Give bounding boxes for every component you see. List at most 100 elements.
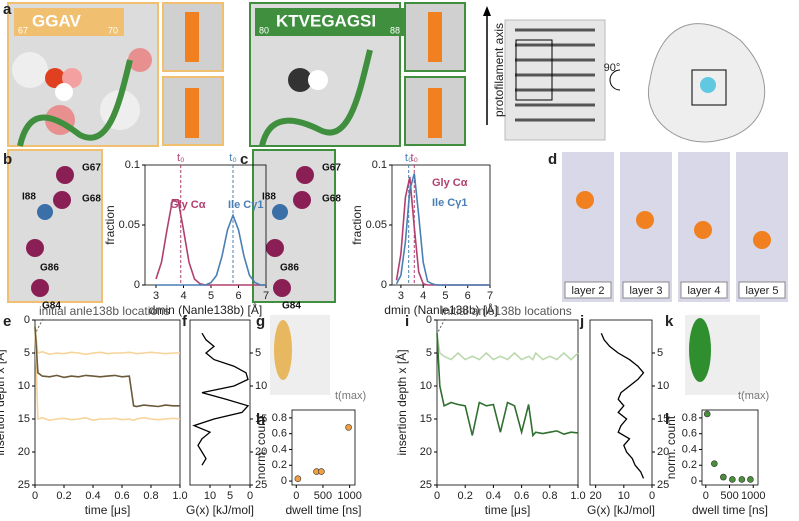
plot-frame bbox=[701, 409, 759, 486]
series-line bbox=[436, 333, 579, 438]
y-tick-label: 0.6 bbox=[682, 428, 697, 440]
plot-frame bbox=[34, 319, 181, 486]
x-axis-label: dwell time [ns] bbox=[285, 503, 361, 517]
threshold-label: t₀ bbox=[229, 152, 237, 164]
x-tick-label: 0.2 bbox=[458, 490, 473, 502]
structure-image bbox=[7, 2, 766, 147]
y-tick-label: 25 bbox=[420, 479, 432, 491]
x-tick-label: 6 bbox=[465, 290, 471, 302]
y-tick-label: 20 bbox=[657, 446, 669, 458]
y-axis-label: fraction bbox=[350, 205, 364, 244]
x-tick-label: 4 bbox=[420, 290, 426, 302]
point bbox=[703, 410, 711, 418]
x-tick-label: 4 bbox=[180, 290, 186, 302]
layer-label: layer 4 bbox=[687, 285, 720, 297]
x-axis-label: G(x) [kJ/mol] bbox=[186, 503, 254, 517]
y-tick-label: 15 bbox=[255, 413, 267, 425]
point bbox=[345, 424, 352, 431]
x-tick-label: 0 bbox=[649, 490, 655, 502]
rotation-label: 90° bbox=[604, 62, 621, 74]
y-tick-label: 15 bbox=[657, 413, 669, 425]
threshold-label: t₀ bbox=[177, 152, 185, 164]
point bbox=[738, 476, 746, 483]
structure-image bbox=[7, 149, 788, 395]
y-tick-label: 10 bbox=[255, 380, 267, 392]
y-tick-label: 5 bbox=[24, 347, 30, 359]
x-tick-label: 500 bbox=[314, 490, 332, 502]
y-tick-label: 0.4 bbox=[272, 443, 287, 455]
y-tick-label: 0.4 bbox=[682, 443, 697, 455]
x-axis-label: time [μs] bbox=[485, 503, 531, 517]
panel-label: l bbox=[665, 411, 669, 428]
threshold-label: t₀ bbox=[405, 152, 413, 164]
y-tick-label: 0 bbox=[381, 279, 387, 291]
motif-start: 80 bbox=[259, 25, 269, 35]
motif-label: KTVEGAGSI bbox=[276, 11, 376, 30]
x-tick-label: 3 bbox=[398, 290, 404, 302]
y-tick-label: 0.6 bbox=[272, 428, 287, 440]
y-tick-label: 5 bbox=[657, 347, 663, 359]
series-line bbox=[34, 326, 180, 408]
x-tick-label: 7 bbox=[263, 290, 269, 302]
residue-label: G68 bbox=[82, 194, 101, 205]
x-axis-label: time [μs] bbox=[85, 503, 131, 517]
point bbox=[294, 475, 302, 482]
series-label: Ile Cγ1 bbox=[228, 199, 263, 211]
residue-label: G67 bbox=[322, 163, 341, 174]
annotation-pointer bbox=[437, 318, 446, 333]
y-tick-label: 0 bbox=[24, 314, 30, 326]
y-tick-label: 0.1 bbox=[125, 159, 140, 171]
motif-end: 88 bbox=[390, 25, 400, 35]
point bbox=[720, 473, 727, 481]
y-tick-label: 10 bbox=[18, 380, 30, 392]
plot-frame bbox=[291, 409, 356, 486]
series-line bbox=[156, 213, 266, 286]
point bbox=[711, 460, 718, 467]
x-tick-label: 20 bbox=[590, 490, 602, 502]
residue-label: G84 bbox=[42, 301, 61, 312]
x-tick-label: 0.6 bbox=[114, 490, 129, 502]
y-tick-label: 25 bbox=[255, 479, 267, 491]
x-tick-label: 0.2 bbox=[56, 490, 71, 502]
x-tick-label: 0.4 bbox=[486, 490, 501, 502]
panel-label: i bbox=[405, 313, 409, 330]
series-line bbox=[155, 199, 266, 286]
point bbox=[729, 476, 736, 483]
motif-label: GGAV bbox=[32, 11, 81, 30]
series-line bbox=[34, 326, 180, 356]
annotation: initial anle138b locations bbox=[441, 304, 572, 318]
x-tick-label: 0 bbox=[32, 490, 38, 502]
residue-label: G68 bbox=[322, 194, 341, 205]
annotation: initial anle138b locations bbox=[39, 304, 170, 318]
annotation: t(max) bbox=[335, 390, 366, 402]
residue-label: G84 bbox=[282, 301, 301, 312]
y-tick-label: 0.1 bbox=[372, 159, 387, 171]
y-tick-label: 5 bbox=[255, 347, 261, 359]
y-tick-label: 0 bbox=[426, 314, 432, 326]
x-axis-label: dwell time [ns] bbox=[692, 503, 768, 517]
x-tick-label: 1.0 bbox=[570, 490, 585, 502]
panel-label: h bbox=[256, 411, 265, 428]
panel-label: b bbox=[3, 151, 12, 168]
point bbox=[747, 476, 754, 483]
y-tick-label: 0.05 bbox=[119, 219, 140, 231]
panel-label: d bbox=[548, 151, 557, 168]
motif-start: 67 bbox=[18, 25, 28, 35]
panel-label: j bbox=[579, 313, 584, 330]
axis-label: protofilament axis bbox=[492, 23, 506, 117]
y-tick-label: 10 bbox=[657, 380, 669, 392]
panel-label: a bbox=[3, 1, 12, 18]
y-tick-label: 5 bbox=[426, 347, 432, 359]
residue-label: I88 bbox=[262, 192, 276, 203]
threshold-label: t₀ bbox=[410, 152, 418, 164]
x-tick-label: 10 bbox=[618, 490, 630, 502]
x-tick-label: 3 bbox=[153, 290, 159, 302]
series-label: Ile Cγ1 bbox=[432, 197, 467, 209]
x-tick-label: 5 bbox=[442, 290, 448, 302]
plot-frame bbox=[436, 319, 579, 486]
x-tick-label: 1000 bbox=[741, 490, 765, 502]
x-axis-label: dmin (Nanle138b) [Å] bbox=[384, 302, 497, 317]
x-tick-label: 0.8 bbox=[143, 490, 158, 502]
layer-label: layer 2 bbox=[571, 285, 604, 297]
x-tick-label: 10 bbox=[204, 490, 216, 502]
